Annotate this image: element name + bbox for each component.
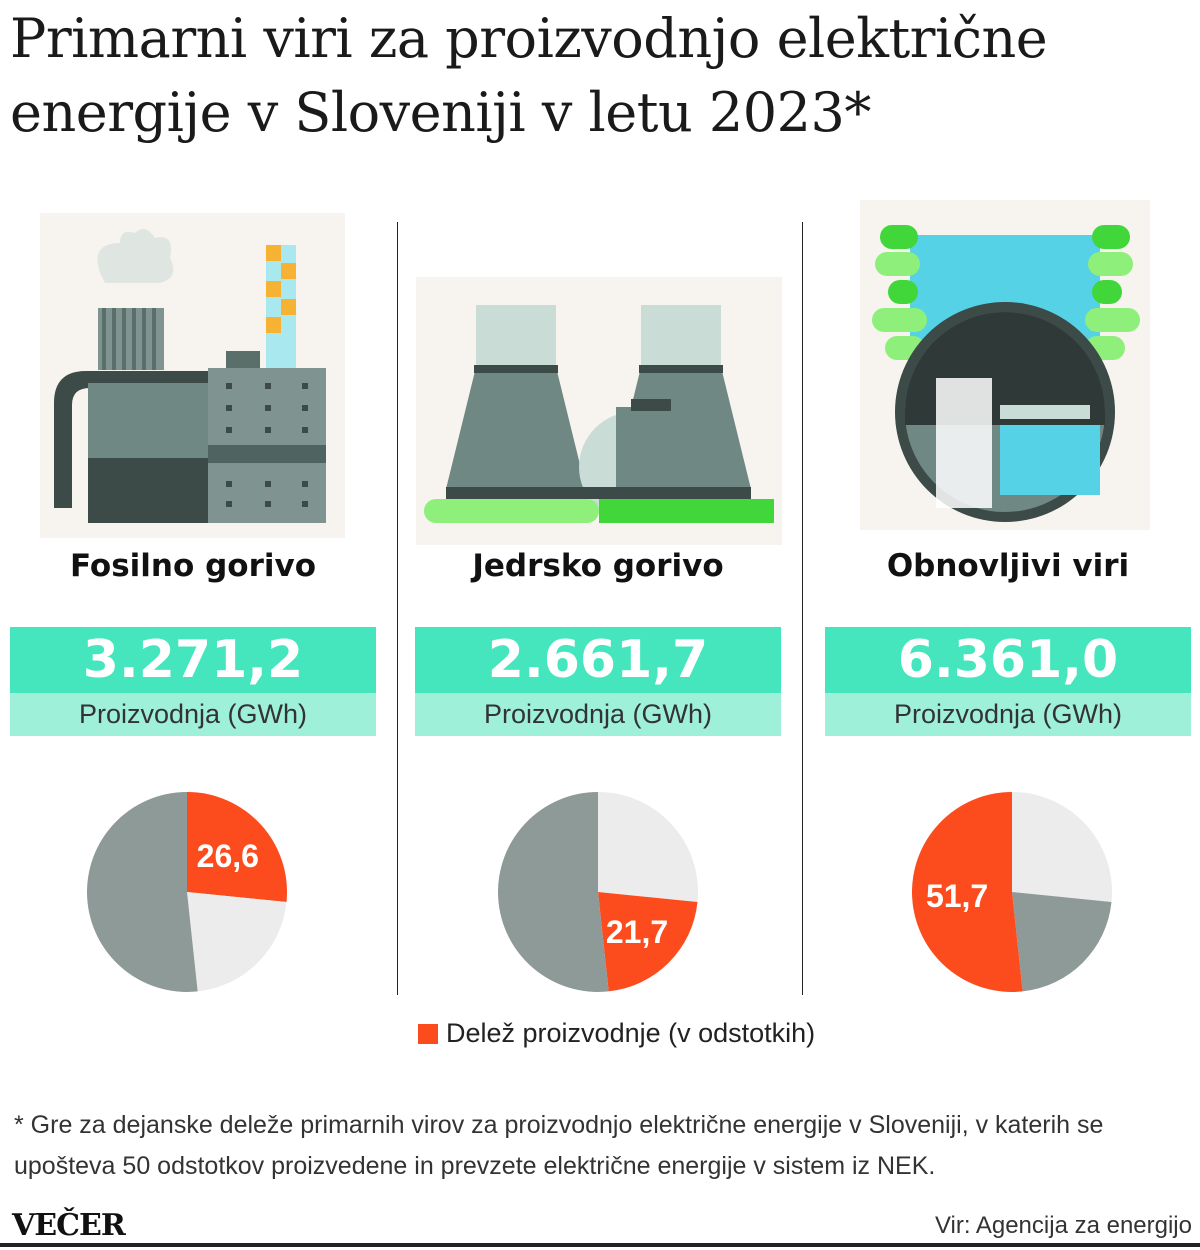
- pie-slice-fossil: [1012, 792, 1112, 903]
- pie-chart-nuclear: 21,7: [498, 792, 698, 992]
- pie-chart-renewable: 51,7: [912, 792, 1112, 992]
- production-value-fossil: 3.271,2: [10, 627, 376, 693]
- pie-slice-nuclear: [1012, 892, 1112, 992]
- legend: Delež proizvodnje (v odstotkih): [418, 1018, 815, 1049]
- footnote: * Gre za dejanske deleže primarnih virov…: [14, 1111, 1104, 1180]
- production-unit-label: Proizvodnja (GWh): [825, 693, 1191, 736]
- pie-slice-nuclear: [187, 892, 287, 992]
- pie-data-label: 26,6: [197, 838, 259, 874]
- publisher-logo: VEČER: [12, 1208, 126, 1243]
- pie-slice-renewable: [498, 792, 609, 992]
- pie-slice-fossil: [187, 792, 287, 903]
- pie-slice-renewable: [87, 792, 198, 992]
- production-unit-label: Proizvodnja (GWh): [415, 693, 781, 736]
- production-value-renewable: 6.361,0: [825, 627, 1191, 693]
- pie-slice-fossil: [598, 792, 698, 903]
- category-name-renewable: Obnovljivi viri: [886, 548, 1130, 584]
- fossil-power-plant-icon: [40, 213, 345, 538]
- hydro-power-plant-icon: [860, 200, 1150, 530]
- page-title: Primarni viri za proizvodnjo električne …: [10, 7, 1048, 144]
- category-name-nuclear: Jedrsko gorivo: [472, 548, 724, 584]
- pie-chart-fossil: 26,6: [87, 792, 287, 992]
- pie-data-label: 51,7: [926, 878, 988, 914]
- production-unit-label: Proizvodnja (GWh): [10, 693, 376, 736]
- production-value-nuclear: 2.661,7: [415, 627, 781, 693]
- legend-label: Delež proizvodnje (v odstotkih): [446, 1018, 816, 1048]
- column-divider: [397, 222, 398, 995]
- source-note: Vir: Agencija za energijo: [934, 1212, 1192, 1239]
- legend-swatch: [418, 1023, 438, 1044]
- pie-slice-nuclear: [598, 892, 698, 992]
- bottom-rule: [0, 1243, 1200, 1247]
- nuclear-power-plant-icon: [416, 277, 782, 545]
- pie-data-label: 21,7: [606, 914, 668, 950]
- category-name-fossil: Fosilno gorivo: [70, 548, 316, 584]
- column-divider: [802, 222, 803, 995]
- pie-slice-renewable: [912, 792, 1023, 992]
